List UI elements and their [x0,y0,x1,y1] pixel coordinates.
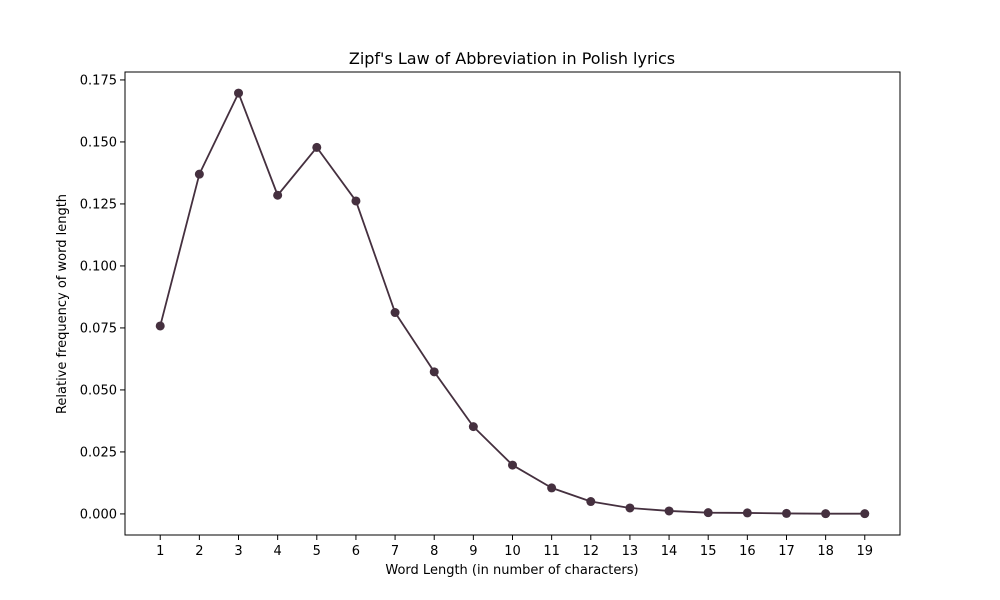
data-point [351,196,361,206]
x-tick-label: 15 [700,544,717,559]
y-tick-label: 0.050 [80,383,117,398]
data-point [508,460,517,470]
data-point [234,88,244,98]
x-tick-label: 16 [739,544,756,559]
x-tick-label: 14 [661,544,678,559]
x-tick-label: 8 [430,544,438,559]
data-point [703,508,713,518]
y-tick-label: 0.025 [80,445,117,460]
data-point [742,508,752,518]
y-tick-label: 0.075 [80,321,117,336]
x-tick-label: 10 [504,544,521,559]
data-point [273,190,283,200]
data-point [821,509,831,519]
data-point [155,321,165,331]
x-tick-label: 18 [817,544,834,559]
x-tick-label: 13 [622,544,639,559]
x-tick-label: 19 [856,544,873,559]
x-axis-label: Word Length (in number of characters) [385,563,638,578]
data-point [625,503,635,513]
x-tick-label: 5 [313,544,321,559]
data-point [547,483,557,493]
data-point [194,169,204,179]
x-tick-label: 7 [391,544,399,559]
x-tick-label: 12 [583,544,600,559]
data-point [429,367,439,377]
y-tick-label: 0.175 [80,73,117,88]
y-tick-label: 0.000 [80,507,117,522]
y-axis-label: Relative frequency of word length [55,194,70,414]
data-point [664,506,674,516]
x-tick-label: 17 [778,544,795,559]
y-tick-label: 0.125 [80,197,117,212]
plot-area: 0.000 0.025 0.050 0.075 0.100 0.125 0.150 0.175… [80,71,901,559]
y-tick-label: 0.100 [80,259,117,274]
x-tick-label: 11 [543,544,560,559]
data-point [312,142,322,152]
y-tick-label: 0.150 [80,135,117,150]
data-point [781,508,791,518]
x-tick-label: 1 [156,544,164,559]
data-point [468,422,478,432]
x-tick-label: 9 [469,544,477,559]
data-point [860,509,870,519]
data-point [390,308,400,318]
chart-title: Zipf's Law of Abbreviation in Polish lyr… [349,49,675,68]
x-tick-label: 6 [352,544,360,559]
x-tick-label: 3 [234,544,242,559]
x-tick-label: 2 [195,544,203,559]
data-point [586,497,596,507]
x-tick-label: 4 [274,544,282,559]
